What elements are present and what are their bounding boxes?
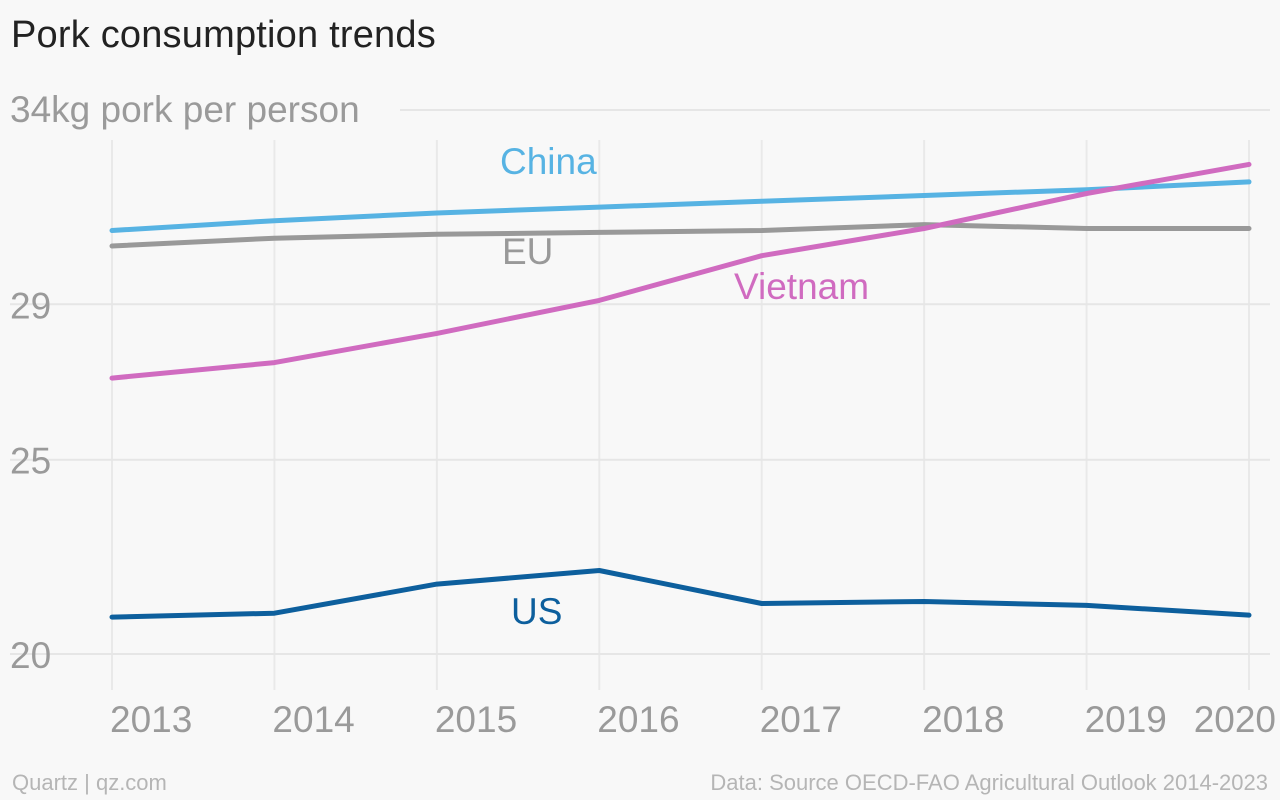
x-axis-tick-labels: 2013 2014 2015 2016 2017 2018 2019 2020 xyxy=(110,699,1276,740)
x-tick-label: 2016 xyxy=(597,699,679,740)
series-line-china xyxy=(109,179,1252,233)
series-label-eu: EU xyxy=(502,231,553,272)
source-credit: Quartz | qz.com xyxy=(12,770,167,795)
series-line-vietnam xyxy=(109,161,1252,381)
chart-title: Pork consumption trends xyxy=(11,14,436,56)
x-tick-label: 2014 xyxy=(272,699,354,740)
series-labels: China EU Vietnam US xyxy=(500,141,869,632)
y-tick-label: 29 xyxy=(10,285,51,326)
data-source-note: Data: Source OECD-FAO Agricultural Outlo… xyxy=(710,770,1268,795)
series-line-eu xyxy=(109,222,1252,249)
grid-layer xyxy=(10,109,1270,690)
y-tick-label: 34kg pork per person xyxy=(10,89,360,130)
series-label-vietnam: Vietnam xyxy=(734,266,869,307)
series-line-us xyxy=(109,568,1252,620)
x-tick-label: 2013 xyxy=(110,699,192,740)
series-label-china: China xyxy=(500,141,597,182)
y-tick-label: 25 xyxy=(10,441,51,482)
y-axis-tick-labels: 20 25 29 34kg pork per person xyxy=(10,89,360,676)
y-tick-label: 20 xyxy=(10,635,51,676)
x-tick-label: 2019 xyxy=(1085,699,1167,740)
series-label-us: US xyxy=(511,591,562,632)
x-tick-label: 2018 xyxy=(922,699,1004,740)
x-tick-label: 2020 xyxy=(1194,699,1276,740)
series-lines xyxy=(109,161,1252,620)
x-tick-label: 2015 xyxy=(435,699,517,740)
x-tick-label: 2017 xyxy=(760,699,842,740)
